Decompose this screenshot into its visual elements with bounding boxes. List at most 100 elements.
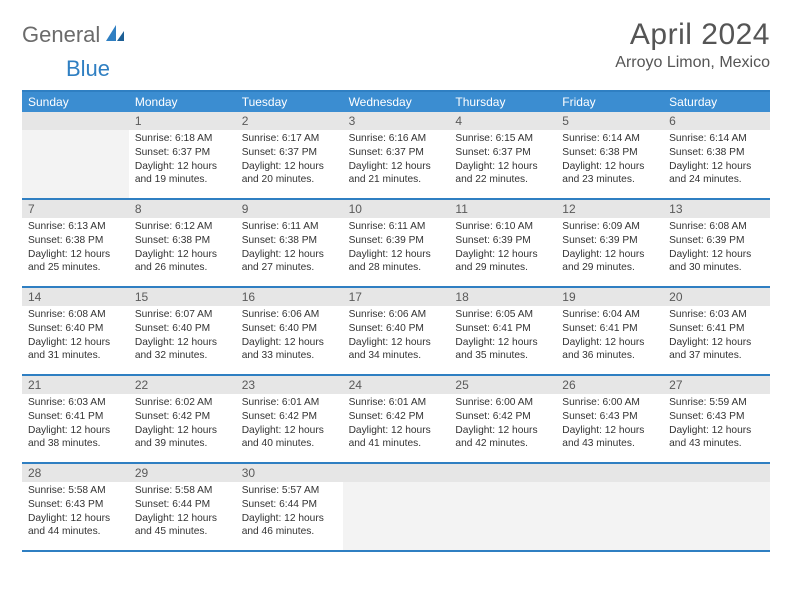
sunrise-text: Sunrise: 6:08 AM [669,220,764,234]
daylight-text: Daylight: 12 hours and 29 minutes. [562,248,657,276]
day-number: 28 [22,464,129,482]
day-cell: 17Sunrise: 6:06 AMSunset: 6:40 PMDayligh… [343,288,450,374]
day-body: Sunrise: 6:16 AMSunset: 6:37 PMDaylight:… [343,130,450,191]
daylight-text: Daylight: 12 hours and 45 minutes. [135,512,230,540]
sunrise-text: Sunrise: 6:07 AM [135,308,230,322]
daylight-text: Daylight: 12 hours and 36 minutes. [562,336,657,364]
sunrise-text: Sunrise: 6:04 AM [562,308,657,322]
daylight-text: Daylight: 12 hours and 26 minutes. [135,248,230,276]
day-number: 3 [343,112,450,130]
day-cell: 8Sunrise: 6:12 AMSunset: 6:38 PMDaylight… [129,200,236,286]
empty-day-body [343,482,450,550]
day-body: Sunrise: 6:12 AMSunset: 6:38 PMDaylight:… [129,218,236,279]
day-number: 17 [343,288,450,306]
dow-cell: Tuesday [236,92,343,112]
empty-day-num [22,112,129,130]
day-number: 27 [663,376,770,394]
sunrise-text: Sunrise: 6:17 AM [242,132,337,146]
title-block: April 2024 Arroyo Limon, Mexico [615,18,770,72]
day-body: Sunrise: 6:15 AMSunset: 6:37 PMDaylight:… [449,130,556,191]
sunset-text: Sunset: 6:38 PM [28,234,123,248]
daylight-text: Daylight: 12 hours and 21 minutes. [349,160,444,188]
logo-text-blue: Blue [66,56,110,81]
day-body: Sunrise: 6:13 AMSunset: 6:38 PMDaylight:… [22,218,129,279]
day-body: Sunrise: 6:10 AMSunset: 6:39 PMDaylight:… [449,218,556,279]
sunset-text: Sunset: 6:44 PM [135,498,230,512]
sunset-text: Sunset: 6:42 PM [455,410,550,424]
day-body: Sunrise: 5:58 AMSunset: 6:44 PMDaylight:… [129,482,236,543]
day-body: Sunrise: 5:59 AMSunset: 6:43 PMDaylight:… [663,394,770,455]
day-cell: 1Sunrise: 6:18 AMSunset: 6:37 PMDaylight… [129,112,236,198]
day-cell [449,464,556,550]
day-number: 1 [129,112,236,130]
day-body: Sunrise: 6:03 AMSunset: 6:41 PMDaylight:… [22,394,129,455]
day-cell: 26Sunrise: 6:00 AMSunset: 6:43 PMDayligh… [556,376,663,462]
month-title: April 2024 [615,18,770,52]
day-number: 19 [556,288,663,306]
dow-cell: Thursday [449,92,556,112]
sunset-text: Sunset: 6:38 PM [135,234,230,248]
daylight-text: Daylight: 12 hours and 28 minutes. [349,248,444,276]
daylight-text: Daylight: 12 hours and 42 minutes. [455,424,550,452]
day-number: 14 [22,288,129,306]
day-cell [663,464,770,550]
day-cell [22,112,129,198]
day-number: 18 [449,288,556,306]
daylight-text: Daylight: 12 hours and 40 minutes. [242,424,337,452]
day-body: Sunrise: 5:58 AMSunset: 6:43 PMDaylight:… [22,482,129,543]
dow-cell: Wednesday [343,92,450,112]
day-cell: 7Sunrise: 6:13 AMSunset: 6:38 PMDaylight… [22,200,129,286]
day-number: 6 [663,112,770,130]
day-body: Sunrise: 6:01 AMSunset: 6:42 PMDaylight:… [236,394,343,455]
sunrise-text: Sunrise: 6:14 AM [669,132,764,146]
sunset-text: Sunset: 6:39 PM [669,234,764,248]
sunrise-text: Sunrise: 6:00 AM [455,396,550,410]
sunset-text: Sunset: 6:38 PM [242,234,337,248]
day-body: Sunrise: 6:07 AMSunset: 6:40 PMDaylight:… [129,306,236,367]
sunrise-text: Sunrise: 6:10 AM [455,220,550,234]
header: General April 2024 Arroyo Limon, Mexico [22,18,770,72]
sunset-text: Sunset: 6:37 PM [242,146,337,160]
day-number: 13 [663,200,770,218]
day-body: Sunrise: 6:00 AMSunset: 6:42 PMDaylight:… [449,394,556,455]
sunrise-text: Sunrise: 6:18 AM [135,132,230,146]
sunrise-text: Sunrise: 6:06 AM [349,308,444,322]
day-number: 2 [236,112,343,130]
sunrise-text: Sunrise: 5:59 AM [669,396,764,410]
day-cell: 13Sunrise: 6:08 AMSunset: 6:39 PMDayligh… [663,200,770,286]
day-cell: 24Sunrise: 6:01 AMSunset: 6:42 PMDayligh… [343,376,450,462]
day-cell: 20Sunrise: 6:03 AMSunset: 6:41 PMDayligh… [663,288,770,374]
day-cell: 18Sunrise: 6:05 AMSunset: 6:41 PMDayligh… [449,288,556,374]
day-body: Sunrise: 6:06 AMSunset: 6:40 PMDaylight:… [236,306,343,367]
day-body: Sunrise: 6:03 AMSunset: 6:41 PMDaylight:… [663,306,770,367]
day-cell: 2Sunrise: 6:17 AMSunset: 6:37 PMDaylight… [236,112,343,198]
location-label: Arroyo Limon, Mexico [615,54,770,72]
sunset-text: Sunset: 6:37 PM [455,146,550,160]
day-cell: 22Sunrise: 6:02 AMSunset: 6:42 PMDayligh… [129,376,236,462]
day-cell: 9Sunrise: 6:11 AMSunset: 6:38 PMDaylight… [236,200,343,286]
day-body: Sunrise: 6:02 AMSunset: 6:42 PMDaylight:… [129,394,236,455]
week-row: 1 Sunrise: 6:18 AM Sunset: 6:37 PM Daylight… [22,112,770,200]
day-cell: 4Sunrise: 6:15 AMSunset: 6:37 PMDaylight… [449,112,556,198]
empty-day-body [556,482,663,550]
day-number: 16 [236,288,343,306]
sunset-text: Sunset: 6:42 PM [135,410,230,424]
sunrise-text: Sunrise: 6:12 AM [135,220,230,234]
day-cell: 16Sunrise: 6:06 AMSunset: 6:40 PMDayligh… [236,288,343,374]
day-number: 9 [236,200,343,218]
daylight-text: Daylight: 12 hours and 37 minutes. [669,336,764,364]
daylight-text: Daylight: 12 hours and 32 minutes. [135,336,230,364]
day-body: Sunrise: 6:14 AMSunset: 6:38 PMDaylight:… [663,130,770,191]
sunrise-text: Sunrise: 6:03 AM [669,308,764,322]
sunset-text: Sunset: 6:41 PM [28,410,123,424]
day-number: 29 [129,464,236,482]
dow-cell: Sunday [22,92,129,112]
day-body: Sunrise: 6:14 AMSunset: 6:38 PMDaylight:… [556,130,663,191]
day-cell: 5Sunrise: 6:14 AMSunset: 6:38 PMDaylight… [556,112,663,198]
sunrise-text: Sunrise: 6:00 AM [562,396,657,410]
day-number: 30 [236,464,343,482]
sunset-text: Sunset: 6:43 PM [669,410,764,424]
empty-day-num [343,464,450,482]
daylight-text: Daylight: 12 hours and 19 minutes. [135,160,230,188]
day-cell: 14Sunrise: 6:08 AMSunset: 6:40 PMDayligh… [22,288,129,374]
